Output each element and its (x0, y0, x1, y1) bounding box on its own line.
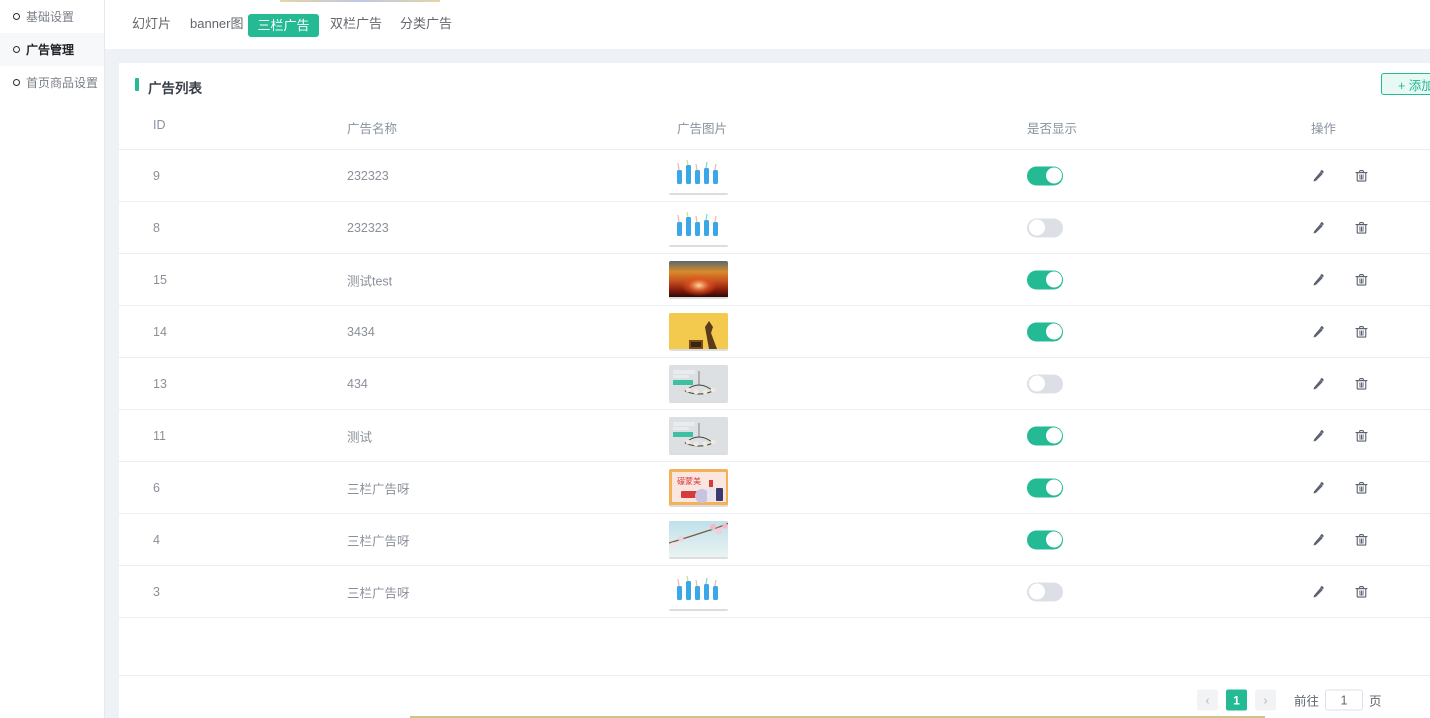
svg-text:礞蒙美: 礞蒙美 (677, 476, 701, 486)
